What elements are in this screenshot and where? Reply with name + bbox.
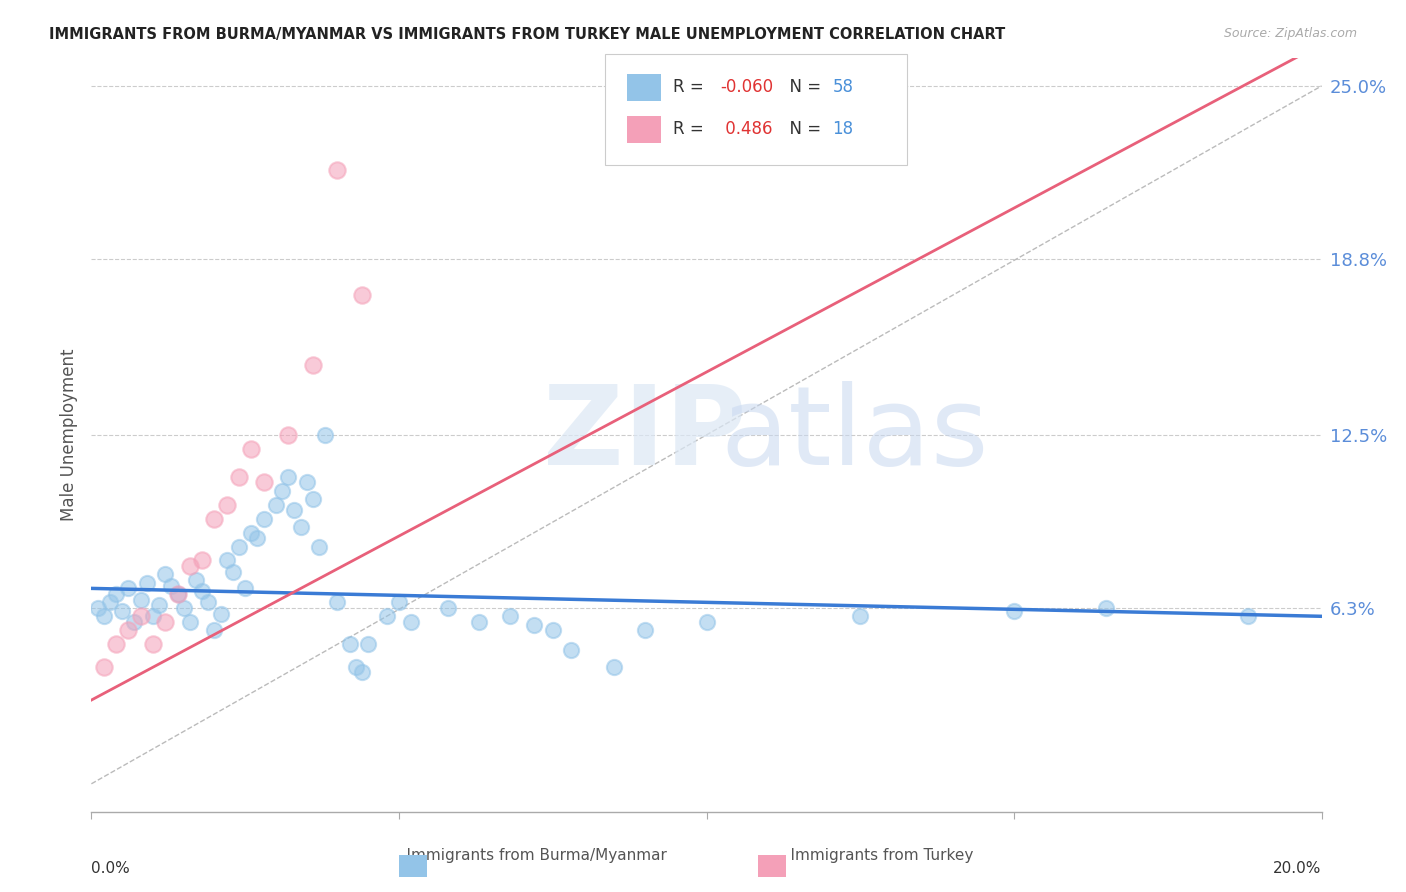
Point xyxy=(468,615,491,629)
Point xyxy=(290,520,312,534)
Point xyxy=(233,582,256,596)
Point xyxy=(117,582,139,596)
Point xyxy=(240,525,263,540)
Point xyxy=(541,624,564,638)
Text: 58: 58 xyxy=(832,78,853,96)
Point xyxy=(849,609,872,624)
Point xyxy=(326,595,349,609)
Point xyxy=(129,609,152,624)
Point xyxy=(93,609,115,624)
Point xyxy=(222,565,245,579)
Text: -0.060: -0.060 xyxy=(720,78,773,96)
Point xyxy=(295,475,318,490)
Point xyxy=(191,584,214,599)
Point xyxy=(301,358,323,372)
Point xyxy=(357,637,380,651)
Point xyxy=(173,601,195,615)
Point xyxy=(179,615,201,629)
Point xyxy=(339,637,361,651)
Point xyxy=(696,615,718,629)
Point xyxy=(314,428,336,442)
Text: 0.0%: 0.0% xyxy=(91,861,131,876)
Point xyxy=(148,598,170,612)
Y-axis label: Male Unemployment: Male Unemployment xyxy=(59,349,77,521)
Text: Immigrants from Turkey: Immigrants from Turkey xyxy=(770,848,973,863)
Text: Source: ZipAtlas.com: Source: ZipAtlas.com xyxy=(1223,27,1357,40)
Text: R =: R = xyxy=(673,120,710,138)
Point xyxy=(228,469,250,483)
Point xyxy=(124,615,146,629)
Point xyxy=(271,483,294,498)
Point xyxy=(326,162,349,177)
Point xyxy=(202,511,225,525)
Text: N =: N = xyxy=(779,120,827,138)
Point xyxy=(153,615,177,629)
Point xyxy=(350,288,373,302)
Point xyxy=(142,637,165,651)
Point xyxy=(117,624,139,638)
Text: 20.0%: 20.0% xyxy=(1274,861,1322,876)
Text: atlas: atlas xyxy=(720,382,988,488)
Point xyxy=(246,531,269,545)
Point xyxy=(264,498,287,512)
Point xyxy=(523,617,546,632)
Point xyxy=(344,659,367,673)
Point xyxy=(350,665,373,680)
Point xyxy=(111,604,134,618)
Point xyxy=(105,637,127,651)
Point xyxy=(209,607,232,621)
Point xyxy=(399,615,422,629)
Point xyxy=(142,609,165,624)
Point xyxy=(93,659,115,673)
Point xyxy=(253,475,276,490)
Point xyxy=(388,595,411,609)
Point xyxy=(105,587,127,601)
Point xyxy=(215,553,238,567)
Point xyxy=(166,587,188,601)
Point xyxy=(166,587,188,601)
Point xyxy=(160,579,183,593)
Point xyxy=(375,609,398,624)
Point xyxy=(308,540,330,554)
Point xyxy=(197,595,219,609)
Point xyxy=(1237,609,1260,624)
Point xyxy=(191,553,214,567)
Point xyxy=(86,601,108,615)
Point xyxy=(634,624,657,638)
Text: IMMIGRANTS FROM BURMA/MYANMAR VS IMMIGRANTS FROM TURKEY MALE UNEMPLOYMENT CORREL: IMMIGRANTS FROM BURMA/MYANMAR VS IMMIGRA… xyxy=(49,27,1005,42)
Point xyxy=(277,469,299,483)
Point xyxy=(277,428,299,442)
Text: Immigrants from Burma/Myanmar: Immigrants from Burma/Myanmar xyxy=(387,848,668,863)
Point xyxy=(1002,604,1025,618)
Point xyxy=(153,567,177,582)
Point xyxy=(253,511,276,525)
Text: 0.486: 0.486 xyxy=(720,120,772,138)
Point xyxy=(228,540,250,554)
Point xyxy=(179,559,201,574)
Point xyxy=(240,442,263,456)
Text: ZIP: ZIP xyxy=(543,382,747,488)
Point xyxy=(98,595,121,609)
Point xyxy=(603,659,626,673)
Point xyxy=(184,573,207,587)
Text: R =: R = xyxy=(673,78,710,96)
Point xyxy=(560,642,582,657)
Text: N =: N = xyxy=(779,78,827,96)
Point xyxy=(129,592,152,607)
Point xyxy=(202,624,225,638)
Point xyxy=(437,601,460,615)
Point xyxy=(135,575,157,590)
Point xyxy=(215,498,238,512)
Point xyxy=(301,491,323,506)
Point xyxy=(1095,601,1118,615)
Text: 18: 18 xyxy=(832,120,853,138)
Point xyxy=(283,503,305,517)
Point xyxy=(498,609,520,624)
